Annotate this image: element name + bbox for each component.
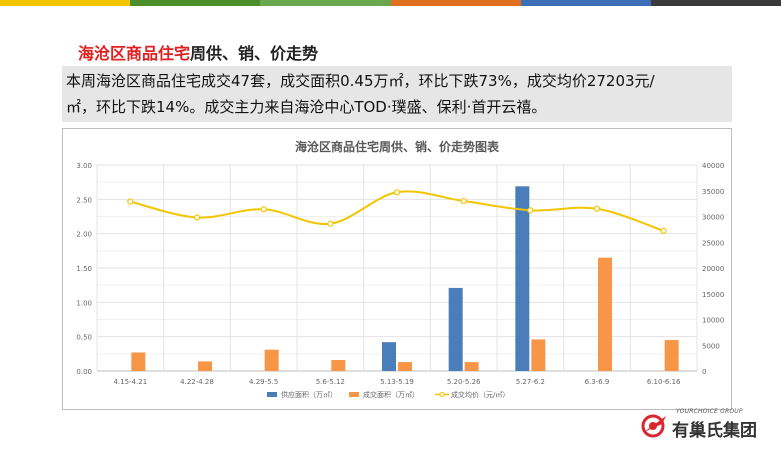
price-point xyxy=(593,205,601,212)
x-tick-label: 5.20-5.26 xyxy=(447,378,481,386)
logo-mark-icon xyxy=(641,414,666,438)
price-point xyxy=(660,227,667,235)
x-tick-label: 5.6-5.12 xyxy=(316,378,345,386)
bar xyxy=(664,340,679,371)
top-bar-segment xyxy=(260,0,391,6)
legend-swatch xyxy=(267,392,277,397)
bar xyxy=(598,257,612,371)
top-bar-segment xyxy=(520,0,651,6)
top-color-bar xyxy=(0,0,781,6)
chart-title: 海沧区商品住宅周供、销、价走势图表 xyxy=(295,139,500,154)
price-point xyxy=(260,206,267,213)
page-title: 海沧区商品住宅周供、销、价走势 xyxy=(78,40,318,64)
y-left-tick-label: 1.00 xyxy=(76,299,92,307)
page-title-highlight: 海沧区商品住宅 xyxy=(78,44,191,63)
y-right-tick-label: 20000 xyxy=(702,265,724,273)
top-bar-segment xyxy=(0,0,131,6)
price-point xyxy=(527,207,534,214)
y-right-tick-label: 10000 xyxy=(702,317,724,325)
logo-chinese: 有巢氏集团 xyxy=(672,421,757,441)
y-right-tick-label: 5000 xyxy=(702,342,720,350)
x-tick-label: 5.13-5.19 xyxy=(380,378,414,386)
company-logo: YOURCHOICE GROUP 有巢氏集团 xyxy=(640,408,760,442)
y-right-tick-label: 40000 xyxy=(702,162,724,170)
bar xyxy=(382,342,396,371)
legend-label: 成交均价（元/㎡） xyxy=(451,390,509,399)
y-right-tick-label: 30000 xyxy=(702,214,724,222)
price-line xyxy=(130,190,664,232)
logo-english: YOURCHOICE GROUP xyxy=(676,408,743,415)
legend-label: 成交面积（万㎡） xyxy=(363,390,419,399)
bar xyxy=(398,362,412,371)
bar xyxy=(531,339,546,371)
x-tick-label: 4.15-4.21 xyxy=(113,378,147,386)
y-right-tick-label: 15000 xyxy=(702,291,724,299)
bar xyxy=(131,352,146,371)
summary-line: 本周海沧区商品住宅成交47套，成交面积0.45万㎡，环比下跌73%，成交均价27… xyxy=(66,72,655,90)
bar xyxy=(448,287,463,371)
x-tick-label: 6.3-6.9 xyxy=(585,378,610,386)
page-title-rest: 周供、销、价走势 xyxy=(190,44,319,63)
price-point xyxy=(127,198,134,205)
summary-box: 本周海沧区商品住宅成交47套，成交面积0.45万㎡，环比下跌73%，成交均价27… xyxy=(62,66,732,122)
bar xyxy=(331,360,346,371)
price-point xyxy=(193,214,201,221)
bar xyxy=(515,186,530,371)
x-tick-label: 6.10-6.16 xyxy=(647,378,681,386)
bar xyxy=(264,349,279,371)
y-left-tick-label: 0.00 xyxy=(76,368,92,376)
price-point xyxy=(460,197,467,205)
x-tick-label: 4.29-5.5 xyxy=(249,378,278,386)
y-left-tick-label: 2.00 xyxy=(76,231,92,239)
y-right-tick-label: 0 xyxy=(702,368,706,376)
price-point xyxy=(327,220,334,227)
top-bar-segment xyxy=(390,0,521,6)
chart-svg: 海沧区商品住宅周供、销、价走势图表 0.00 0.50 1.00 1.50 2.00 2.5… xyxy=(76,139,724,399)
y-left-tick-label: 2.50 xyxy=(76,196,92,204)
legend-label: 供应面积（万㎡） xyxy=(281,390,337,399)
y-left-tick-label: 1.50 xyxy=(76,265,92,273)
bar xyxy=(198,361,212,371)
y-right-tick-label: 35000 xyxy=(702,188,724,196)
y-right-tick-label: 25000 xyxy=(702,239,724,247)
top-bar-segment xyxy=(130,0,261,6)
x-tick-label: 5.27-6.2 xyxy=(516,378,545,386)
price-point xyxy=(393,189,401,196)
legend-swatch xyxy=(349,392,359,397)
y-left-tick-label: 3.00 xyxy=(76,162,92,170)
chart-container: 海沧区商品住宅周供、销、价走势图表 0.00 0.50 1.00 1.50 2.00 2.5… xyxy=(62,128,732,410)
y-left-tick-label: 0.50 xyxy=(76,334,92,342)
legend-swatch-point xyxy=(439,392,445,397)
top-bar-segment xyxy=(650,0,781,6)
summary-line: ㎡，环比下跌14%。成交主力来自海沧中心TOD·璞盛、保利·首开云禧。 xyxy=(66,98,547,116)
bar xyxy=(464,362,479,371)
x-tick-label: 4.22-4.28 xyxy=(180,378,214,386)
